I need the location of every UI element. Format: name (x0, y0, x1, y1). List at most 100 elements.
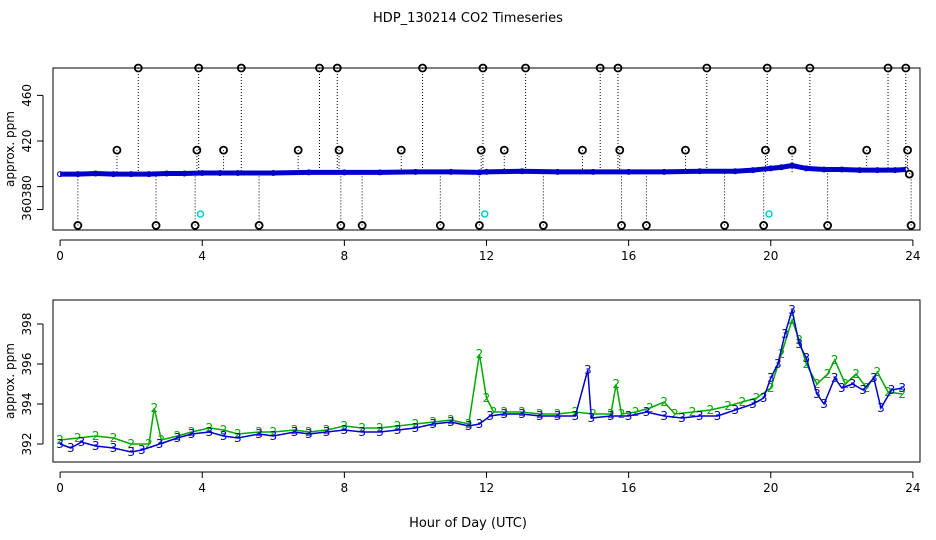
series-marker-2: 2 (174, 429, 182, 443)
series-marker-3: 3 (888, 383, 896, 397)
series-marker-3: 3 (838, 381, 846, 395)
x-tick-label: 4 (198, 249, 206, 263)
co2-point (838, 166, 845, 173)
outlier-point (357, 221, 367, 230)
x-tick-label: 12 (479, 249, 494, 263)
outlier-point (396, 145, 406, 155)
y-tick-label: 460 (20, 84, 34, 107)
co2-point (767, 165, 774, 172)
series-marker-3: 3 (394, 423, 402, 437)
co2-point (305, 169, 312, 176)
series-marker-3: 3 (898, 381, 906, 395)
outlier-point (578, 145, 587, 155)
series-marker-3: 3 (305, 427, 313, 441)
series-marker-2: 2 (767, 381, 775, 395)
series-marker-3: 3 (554, 409, 562, 423)
series-marker-3: 3 (588, 411, 596, 425)
series-marker-2: 2 (778, 347, 786, 361)
series-marker-2: 2 (589, 407, 597, 421)
co2-point (341, 169, 348, 176)
outlier-point (787, 145, 797, 155)
series-line-3 (59, 309, 903, 453)
series-marker-3: 3 (138, 443, 146, 457)
series-marker-2: 2 (394, 419, 402, 433)
series-marker-2: 2 (863, 381, 871, 395)
outlier-point (332, 63, 342, 73)
series-marker-3: 3 (678, 411, 686, 425)
outlier-point (883, 63, 893, 73)
series-marker-2: 2 (632, 405, 640, 419)
series-marker-3: 3 (660, 409, 668, 423)
series-marker-3: 3 (412, 421, 420, 435)
series-marker-3: 3 (376, 425, 384, 439)
series-marker-2: 2 (500, 405, 508, 419)
series-marker-2: 2 (788, 313, 796, 327)
series-marker-2: 2 (145, 437, 153, 451)
y-tick-label: 394 (20, 393, 34, 416)
series-marker-2: 2 (305, 425, 313, 439)
series-marker-3: 3 (358, 425, 366, 439)
co2-point (128, 171, 135, 178)
outlier-point (73, 221, 83, 230)
outlier-point (681, 145, 690, 155)
series-marker-3: 3 (813, 387, 821, 401)
series-marker-3: 3 (56, 437, 64, 451)
series-marker-2: 2 (707, 403, 715, 417)
co2-point (749, 167, 756, 174)
series-marker-3: 3 (749, 397, 757, 411)
series-marker-2: 2 (490, 405, 498, 419)
co2-point (789, 162, 796, 169)
co2-point (732, 168, 739, 175)
series-marker-2: 2 (56, 433, 64, 447)
outlier-point (418, 63, 427, 73)
series-marker-3: 3 (795, 337, 803, 351)
series-marker-3: 3 (127, 445, 135, 459)
co2-point (554, 168, 561, 175)
series-marker-3: 3 (92, 439, 100, 453)
series-marker-2: 2 (689, 405, 697, 419)
x-tick-label: 24 (905, 481, 920, 495)
outlier-point (762, 63, 772, 73)
series-marker-3: 3 (731, 403, 739, 417)
co2-point (145, 171, 152, 178)
series-marker-2: 2 (842, 377, 850, 391)
series-marker-3: 3 (607, 409, 615, 423)
series-marker-2: 2 (323, 423, 331, 437)
x-tick-label: 0 (56, 249, 64, 263)
outlier-point (903, 145, 912, 155)
outlier-point (435, 221, 445, 230)
y-axis-label: approx. ppm (3, 111, 17, 187)
series-marker-3: 3 (820, 397, 828, 411)
outlier-point (236, 63, 246, 73)
co2-point (74, 171, 81, 178)
series-marker-3: 3 (870, 371, 878, 385)
co2-point (856, 167, 863, 174)
outlier-point (862, 145, 872, 155)
outlier-point (615, 145, 625, 155)
series-marker-2: 2 (341, 419, 349, 433)
co2-point (803, 165, 810, 172)
x-tick-label: 16 (621, 249, 636, 263)
co2-point (590, 168, 597, 175)
outlier-point (474, 221, 484, 230)
outlier-point (538, 221, 548, 230)
series-marker-3: 3 (67, 441, 75, 455)
co2-point (874, 167, 881, 174)
outlier-point (761, 145, 770, 155)
series-marker-3: 3 (291, 425, 299, 439)
series-marker-3: 3 (188, 427, 196, 441)
co2-point (696, 168, 703, 175)
series-marker-3: 3 (788, 303, 796, 317)
plot-frame (52, 67, 921, 231)
series-marker-3: 3 (206, 425, 214, 439)
x-tick-label: 12 (479, 481, 494, 495)
series-marker-2: 2 (660, 395, 668, 409)
outlier-point (112, 145, 122, 155)
series-marker-3: 3 (234, 431, 242, 445)
x-tick-label: 20 (763, 249, 778, 263)
series-marker-2: 2 (572, 405, 580, 419)
series-marker-3: 3 (831, 371, 839, 385)
co2-point (447, 168, 454, 175)
